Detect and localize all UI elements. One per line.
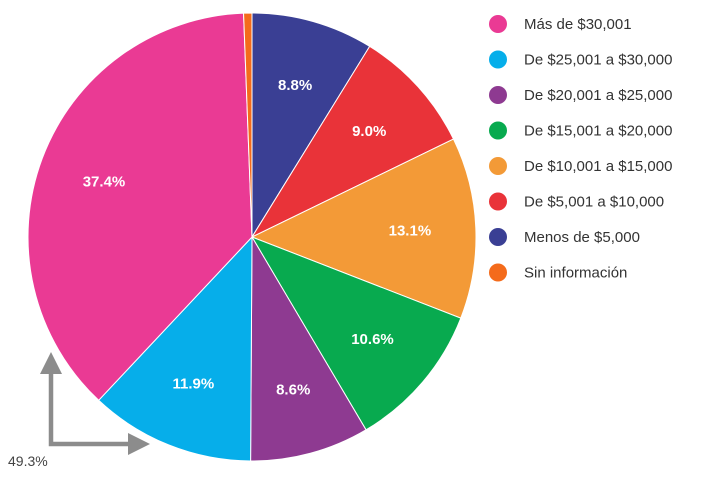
- slice-value-label-6: 11.9%: [173, 376, 215, 393]
- legend-label-8: Sin información: [524, 265, 627, 282]
- slice-value-label-7: 37.4%: [83, 174, 126, 191]
- combined-share-annotation: 49.3%: [8, 352, 150, 469]
- pie-slice-labels: 8.8% 9.0% 13.1% 10.6% 8.6% 11.9% 37.4%: [83, 77, 431, 399]
- legend-label-3: De $20,001 a $25,000: [524, 87, 672, 104]
- pie-slice-6: [97, 235, 253, 462]
- legend-swatch-8: [489, 263, 507, 282]
- annotation-label: 49.3%: [8, 453, 48, 469]
- legend-label-1: Más de $30,001: [524, 16, 632, 33]
- slice-value-label-3: 13.1%: [389, 223, 432, 240]
- pie-slices: [27, 12, 477, 462]
- slice-value-label-5: 8.6%: [276, 382, 310, 399]
- slice-value-label-4: 10.6%: [351, 331, 394, 348]
- legend-swatch-3: [489, 86, 507, 104]
- pie-slice-2: [250, 45, 455, 239]
- legend-label-7: Menos de $5,000: [524, 229, 640, 246]
- legend-label-4: De $15,001 a $20,000: [524, 123, 672, 140]
- pie-slice-7: [27, 12, 253, 401]
- legend-swatch-7: [489, 228, 507, 246]
- legend-swatch-2: [489, 50, 507, 69]
- legend-swatch-1: [489, 15, 507, 33]
- legend-swatch-4: [489, 121, 507, 140]
- annotation-arrow: [48, 372, 130, 447]
- slice-value-label-2: 9.0%: [352, 123, 386, 140]
- pie-slice-4: [250, 236, 462, 431]
- pie-slice-1: [251, 12, 371, 239]
- slice-value-label-1: 8.8%: [278, 77, 312, 94]
- pie-slice-3: [250, 138, 477, 319]
- legend-label-2: De $25,001 a $30,000: [524, 52, 672, 69]
- legend-swatch-6: [489, 192, 507, 211]
- legend: Más de $30,001 De $25,001 a $30,000 De $20…: [489, 15, 672, 282]
- annotation-arrowhead-right: [128, 433, 150, 455]
- pie-slice-8: [243, 12, 253, 238]
- legend-swatch-5: [489, 157, 507, 175]
- legend-label-6: De $5,001 a $10,000: [524, 194, 664, 211]
- pie-slice-5: [250, 235, 367, 462]
- annotation-arrowhead-up: [40, 352, 62, 374]
- legend-label-5: De $10,001 a $15,000: [524, 158, 672, 175]
